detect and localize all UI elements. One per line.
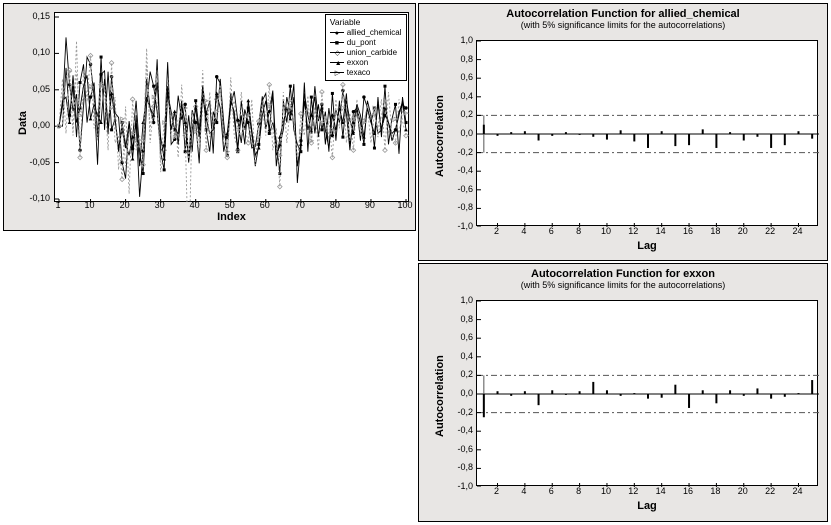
legend: Variable●allied_chemical■du_pont◇union_c…	[325, 14, 407, 81]
x-tick-label: 18	[707, 226, 723, 236]
x-tick-label: 18	[707, 486, 723, 496]
y-tick-label: -0,4	[449, 425, 473, 435]
legend-label: exxon	[347, 58, 368, 68]
y-tick-label: 0,05	[20, 84, 50, 94]
x-axis-label: Index	[54, 211, 409, 223]
legend-item: ■du_pont	[330, 38, 402, 48]
legend-marker-icon: ▷	[330, 69, 344, 77]
x-tick-label: 14	[653, 226, 669, 236]
acf-exxon-xlabel: Lag	[476, 500, 818, 512]
legend-item: ▷texaco	[330, 68, 402, 78]
y-tick-label: -1,0	[449, 481, 473, 491]
y-tick-label: 0,8	[449, 54, 473, 64]
x-tick-label: 70	[290, 200, 310, 210]
legend-title: Variable	[330, 17, 402, 27]
x-tick-label: 30	[150, 200, 170, 210]
y-tick-label: 0,8	[449, 314, 473, 324]
time-series-panel: Data Index Variable●allied_chemical■du_p…	[3, 3, 416, 231]
y-tick-label: 0,10	[20, 47, 50, 57]
x-tick-label: 22	[762, 486, 778, 496]
x-tick-label: 16	[680, 486, 696, 496]
x-tick-label: 2	[489, 486, 505, 496]
y-tick-label: -0,6	[449, 444, 473, 454]
y-tick-label: -0,8	[449, 462, 473, 472]
acf-exxon-panel: Autocorrelation Function for exxon (with…	[418, 263, 828, 522]
legend-marker-icon: ■	[330, 39, 344, 47]
acf-allied-title: Autocorrelation Function for allied_chem…	[419, 4, 827, 20]
y-tick-label: 1,0	[449, 35, 473, 45]
x-tick-label: 12	[625, 226, 641, 236]
x-tick-label: 12	[625, 486, 641, 496]
x-tick-label: 22	[762, 226, 778, 236]
x-tick-label: 14	[653, 486, 669, 496]
x-tick-label: 1	[48, 200, 68, 210]
y-tick-label: -0,8	[449, 202, 473, 212]
acf-allied-plot	[476, 40, 818, 226]
x-tick-label: 24	[789, 226, 805, 236]
legend-label: texaco	[347, 68, 371, 78]
x-tick-label: 20	[115, 200, 135, 210]
x-tick-label: 10	[598, 486, 614, 496]
x-tick-label: 4	[516, 486, 532, 496]
acf-allied-subtitle: (with 5% significance limits for the aut…	[419, 20, 827, 33]
x-tick-label: 16	[680, 226, 696, 236]
x-tick-label: 20	[735, 226, 751, 236]
legend-label: union_carbide	[347, 48, 397, 58]
x-tick-label: 6	[543, 486, 559, 496]
y-tick-label: 1,0	[449, 295, 473, 305]
x-tick-label: 6	[543, 226, 559, 236]
acf-exxon-subtitle: (with 5% significance limits for the aut…	[419, 280, 827, 293]
x-tick-label: 20	[735, 486, 751, 496]
x-tick-label: 8	[571, 226, 587, 236]
acf-allied-panel: Autocorrelation Function for allied_chem…	[418, 3, 828, 261]
x-tick-label: 80	[325, 200, 345, 210]
x-tick-label: 10	[80, 200, 100, 210]
x-tick-label: 90	[360, 200, 380, 210]
y-tick-label: 0,4	[449, 91, 473, 101]
legend-marker-icon: ▲	[330, 59, 344, 67]
y-tick-label: -0,05	[20, 157, 50, 167]
legend-item: ●allied_chemical	[330, 28, 402, 38]
y-tick-label: 0,2	[449, 369, 473, 379]
y-tick-label: -0,10	[20, 193, 50, 203]
y-tick-label: 0,15	[20, 11, 50, 21]
legend-item: ▲exxon	[330, 58, 402, 68]
y-tick-label: 0,4	[449, 351, 473, 361]
legend-label: allied_chemical	[347, 28, 402, 38]
y-tick-label: 0,2	[449, 109, 473, 119]
y-tick-label: 0,6	[449, 72, 473, 82]
y-tick-label: -0,6	[449, 184, 473, 194]
x-tick-label: 50	[220, 200, 240, 210]
x-tick-label: 2	[489, 226, 505, 236]
x-tick-label: 4	[516, 226, 532, 236]
x-tick-label: 100	[395, 200, 415, 210]
y-tick-label: -0,4	[449, 165, 473, 175]
legend-marker-icon: ◇	[330, 49, 344, 57]
acf-exxon-ylabel: Autocorrelation	[434, 347, 446, 437]
y-tick-label: 0,0	[449, 128, 473, 138]
x-tick-label: 10	[598, 226, 614, 236]
y-tick-label: -0,2	[449, 407, 473, 417]
x-tick-label: 40	[185, 200, 205, 210]
x-tick-label: 8	[571, 486, 587, 496]
y-tick-label: 0,00	[20, 120, 50, 130]
x-tick-label: 24	[789, 486, 805, 496]
acf-allied-ylabel: Autocorrelation	[434, 87, 446, 177]
legend-label: du_pont	[347, 38, 376, 48]
acf-exxon-title: Autocorrelation Function for exxon	[419, 264, 827, 280]
y-tick-label: 0,6	[449, 332, 473, 342]
legend-marker-icon: ●	[330, 29, 344, 37]
y-tick-label: -0,2	[449, 147, 473, 157]
y-tick-label: 0,0	[449, 388, 473, 398]
y-tick-label: -1,0	[449, 221, 473, 231]
x-tick-label: 60	[255, 200, 275, 210]
acf-allied-xlabel: Lag	[476, 240, 818, 252]
acf-exxon-plot	[476, 300, 818, 486]
legend-item: ◇union_carbide	[330, 48, 402, 58]
